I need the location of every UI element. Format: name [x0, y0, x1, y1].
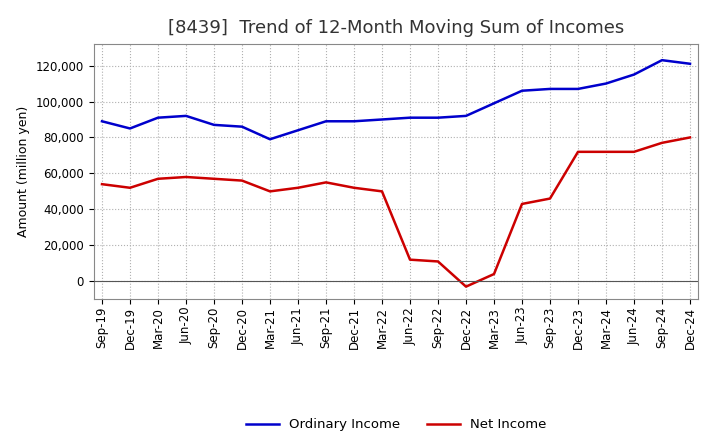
- Net Income: [350, 185, 359, 191]
- Net Income: [266, 189, 274, 194]
- Net Income: [126, 185, 135, 191]
- Title: [8439]  Trend of 12-Month Moving Sum of Incomes: [8439] Trend of 12-Month Moving Sum of I…: [168, 19, 624, 37]
- Ordinary Income: [685, 61, 694, 66]
- Ordinary Income: [546, 86, 554, 92]
- Ordinary Income: [378, 117, 387, 122]
- Ordinary Income: [518, 88, 526, 93]
- Line: Ordinary Income: Ordinary Income: [102, 60, 690, 139]
- Net Income: [98, 182, 107, 187]
- Y-axis label: Amount (million yen): Amount (million yen): [17, 106, 30, 237]
- Ordinary Income: [602, 81, 611, 86]
- Net Income: [685, 135, 694, 140]
- Net Income: [630, 149, 639, 154]
- Ordinary Income: [266, 136, 274, 142]
- Legend: Ordinary Income, Net Income: Ordinary Income, Net Income: [240, 413, 552, 436]
- Net Income: [574, 149, 582, 154]
- Ordinary Income: [98, 119, 107, 124]
- Ordinary Income: [210, 122, 218, 128]
- Ordinary Income: [433, 115, 442, 120]
- Ordinary Income: [238, 124, 246, 129]
- Net Income: [433, 259, 442, 264]
- Net Income: [181, 174, 190, 180]
- Net Income: [210, 176, 218, 181]
- Net Income: [602, 149, 611, 154]
- Ordinary Income: [657, 58, 666, 63]
- Net Income: [238, 178, 246, 183]
- Net Income: [294, 185, 302, 191]
- Net Income: [405, 257, 414, 262]
- Net Income: [153, 176, 162, 181]
- Ordinary Income: [322, 119, 330, 124]
- Ordinary Income: [574, 86, 582, 92]
- Ordinary Income: [630, 72, 639, 77]
- Ordinary Income: [294, 128, 302, 133]
- Net Income: [462, 284, 470, 289]
- Net Income: [518, 202, 526, 207]
- Net Income: [378, 189, 387, 194]
- Line: Net Income: Net Income: [102, 137, 690, 286]
- Ordinary Income: [153, 115, 162, 120]
- Ordinary Income: [490, 101, 498, 106]
- Ordinary Income: [350, 119, 359, 124]
- Ordinary Income: [405, 115, 414, 120]
- Net Income: [490, 271, 498, 277]
- Net Income: [657, 140, 666, 146]
- Net Income: [546, 196, 554, 201]
- Ordinary Income: [126, 126, 135, 131]
- Ordinary Income: [181, 113, 190, 118]
- Ordinary Income: [462, 113, 470, 118]
- Net Income: [322, 180, 330, 185]
